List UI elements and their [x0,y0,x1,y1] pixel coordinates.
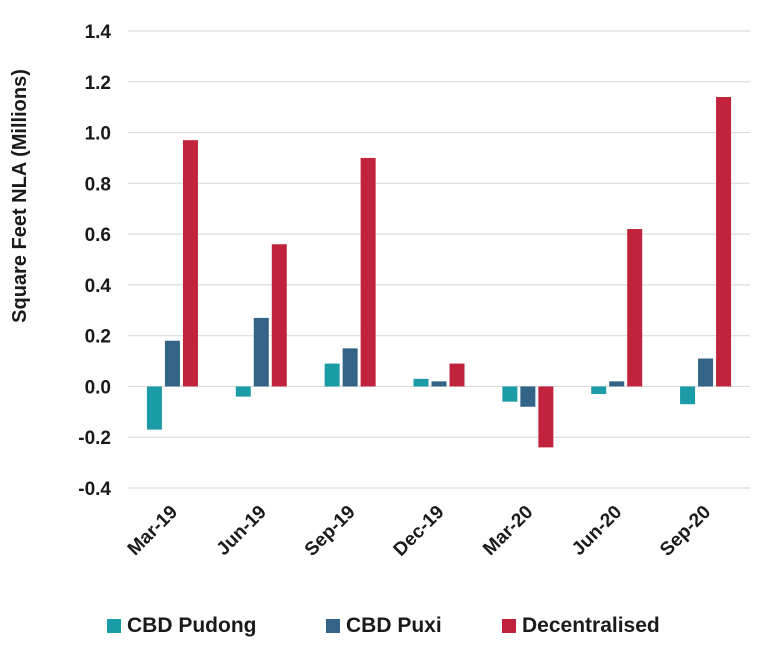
x-tick-label: Mar-19 [124,502,182,560]
y-tick-label: 0.0 [85,377,111,398]
bar-cbd-puxi-mar-19 [164,340,180,387]
y-tick-label: 1.0 [85,124,111,145]
bar-cbd-pudong-dec-19 [413,378,429,387]
legend-label: CBD Pudong [127,614,257,637]
x-tick-label: Sep-19 [301,502,360,561]
legend: CBD Pudong CBD Puxi Decentralised [0,608,769,644]
y-axis-label: Square Feet NLA (Millions) [9,69,31,323]
bar-cbd-pudong-sep-20 [680,386,696,405]
bar-cbd-pudong-mar-20 [502,386,518,402]
y-axis-ticks: 1.4 1.2 1.0 0.8 0.6 0.4 0.2 0.0 -0.2 -0.4 [78,22,111,500]
x-tick-label: Jun-20 [568,502,626,560]
y-tick-label: -0.4 [78,479,111,500]
x-tick-label: Dec-19 [390,502,449,561]
bar-chart: 1.4 1.2 1.0 0.8 0.6 0.4 0.2 0.0 -0.2 -0.4 Mar-19 J… [9,22,750,561]
legend-label: Decentralised [522,614,660,637]
bar-cbd-pudong-jun-20 [591,386,607,395]
y-tick-label: 0.2 [85,327,111,348]
bar-cbd-puxi-sep-19 [342,348,358,387]
legend-swatch [326,619,340,633]
legend-item-cbd-puxi: CBD Puxi [326,608,442,644]
bar-cbd-pudong-mar-19 [146,386,162,430]
bar-cbd-puxi-dec-19 [431,381,447,387]
y-tick-label: 0.6 [85,225,111,246]
bar-cbd-pudong-jun-19 [235,386,251,397]
bar-cbd-puxi-jun-20 [609,381,625,387]
bar-cbd-pudong-sep-19 [324,363,340,387]
y-tick-label: 1.2 [85,73,111,94]
bar-decentralised-mar-20 [538,386,554,448]
bar-decentralised-mar-19 [182,140,198,387]
bar-decentralised-jun-20 [627,229,643,387]
x-axis-ticks: Mar-19 Jun-19 Sep-19 Dec-19 Mar-20 Jun-20 Sep-… [124,502,715,561]
y-tick-label: 1.4 [85,22,112,43]
y-tick-label: 0.4 [85,276,112,297]
bar-decentralised-jun-19 [271,244,287,387]
legend-label: CBD Puxi [346,614,442,637]
bar-cbd-puxi-mar-20 [520,386,536,407]
x-tick-label: Sep-20 [656,502,715,561]
x-tick-label: Mar-20 [479,502,537,560]
bars [146,97,732,448]
legend-swatch [502,619,516,633]
y-tick-label: -0.2 [78,428,111,449]
bar-decentralised-dec-19 [449,363,465,387]
y-tick-label: 0.8 [85,174,111,195]
x-tick-label: Jun-19 [213,502,271,560]
bar-decentralised-sep-19 [360,157,376,387]
bar-cbd-puxi-sep-20 [698,358,714,387]
legend-item-cbd-pudong: CBD Pudong [107,608,256,644]
legend-swatch [107,619,121,633]
gridlines [128,30,750,489]
bar-decentralised-sep-20 [716,97,732,387]
legend-item-decentralised: Decentralised [502,608,660,644]
bar-cbd-puxi-jun-19 [253,317,269,387]
